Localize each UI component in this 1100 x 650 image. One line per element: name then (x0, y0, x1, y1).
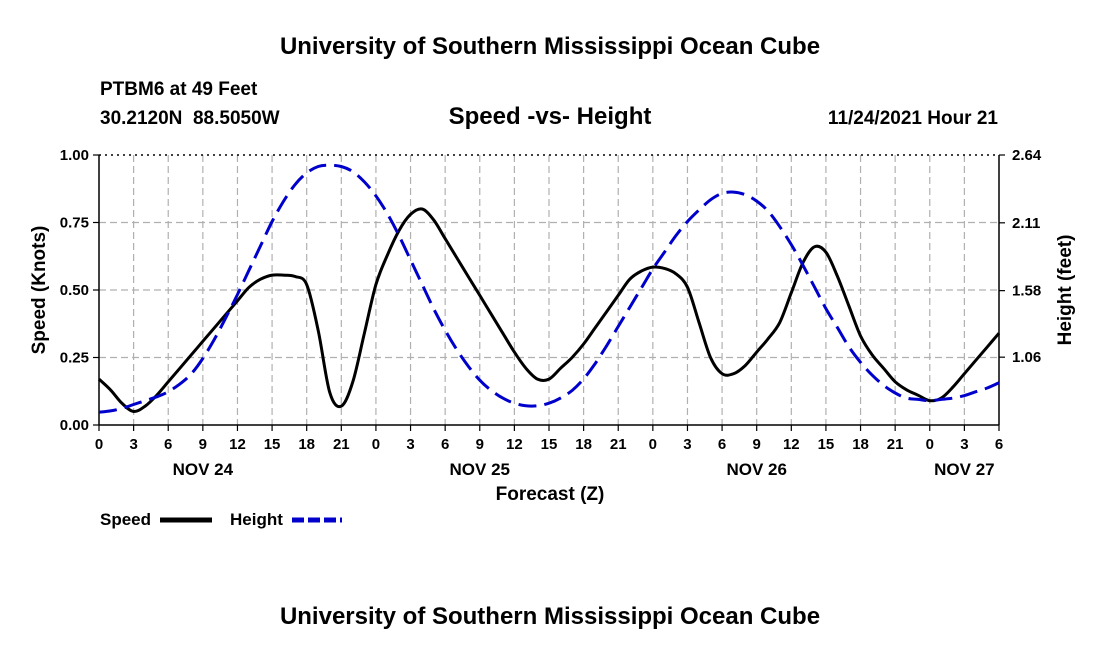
y2-tick-label: 1.06 (1012, 349, 1041, 366)
date-label: NOV 25 (450, 460, 510, 479)
timestamp-label: 11/24/2021 Hour 21 (828, 108, 998, 129)
x-tick-label: 12 (783, 436, 800, 453)
x-tick-label: 6 (441, 436, 449, 453)
x-tick-label: 18 (852, 436, 869, 453)
x-tick-label: 21 (610, 436, 627, 453)
y-tick-label: 0.50 (60, 282, 89, 299)
x-tick-label: 0 (95, 436, 103, 453)
date-label: NOV 24 (173, 460, 234, 479)
y-tick-label: 0.25 (60, 350, 89, 367)
legend-speed-label: Speed (100, 510, 151, 529)
axes: 0 3 6 9 12 15 18 21 0 3 6 9 12 15 18 21 0 3 6 9 12 15 18 21 0 3 6 0… (60, 147, 1042, 479)
date-label: NOV 26 (726, 460, 786, 479)
x-tick-label: 9 (753, 436, 761, 453)
x-tick-label: 3 (683, 436, 691, 453)
y-tick-label: 0.75 (60, 215, 89, 232)
x-tick-label: 12 (506, 436, 523, 453)
legend: Speed Height (100, 510, 342, 529)
x-tick-label: 18 (298, 436, 315, 453)
y2-axis-label: Height (feet) (1055, 235, 1076, 346)
y-axis-label: Speed (Knots) (29, 226, 50, 355)
x-tick-label: 3 (129, 436, 137, 453)
title-top: University of Southern Mississippi Ocean… (280, 33, 820, 60)
date-label: NOV 27 (934, 460, 994, 479)
y-tick-label: 1.00 (60, 147, 89, 164)
series-height-line (98, 163, 1000, 414)
y2-tick-label: 1.58 (1012, 283, 1041, 300)
x-tick-label: 6 (164, 436, 172, 453)
x-tick-label: 3 (960, 436, 968, 453)
x-tick-label: 0 (649, 436, 657, 453)
x-tick-label: 0 (372, 436, 380, 453)
title-bottom: University of Southern Mississippi Ocean… (280, 603, 820, 630)
x-tick-label: 21 (333, 436, 350, 453)
x-tick-label: 6 (718, 436, 726, 453)
x-tick-label: 18 (575, 436, 592, 453)
chart-title: Speed -vs- Height (449, 103, 652, 130)
x-tick-label: 15 (541, 436, 558, 453)
y2-tick-label: 2.11 (1012, 215, 1040, 232)
y-tick-label: 0.00 (60, 417, 89, 434)
x-tick-label: 12 (229, 436, 246, 453)
series-lines (97, 163, 1001, 414)
x-tick-label: 15 (818, 436, 835, 453)
coords-label: 30.2120N 88.5050W (100, 108, 280, 129)
x-tick-label: 15 (264, 436, 281, 453)
station-label: PTBM6 at 49 Feet (100, 79, 258, 100)
y2-tick-label: 2.64 (1012, 147, 1042, 164)
grid (99, 155, 999, 425)
x-tick-label: 3 (406, 436, 414, 453)
x-tick-label: 21 (887, 436, 904, 453)
x-axis-label: Forecast (Z) (496, 484, 605, 505)
x-tick-label: 0 (926, 436, 934, 453)
legend-height-label: Height (230, 510, 283, 529)
x-tick-label: 9 (476, 436, 484, 453)
series-speed-line (97, 207, 1001, 414)
x-tick-label: 6 (995, 436, 1003, 453)
x-tick-label: 9 (199, 436, 207, 453)
